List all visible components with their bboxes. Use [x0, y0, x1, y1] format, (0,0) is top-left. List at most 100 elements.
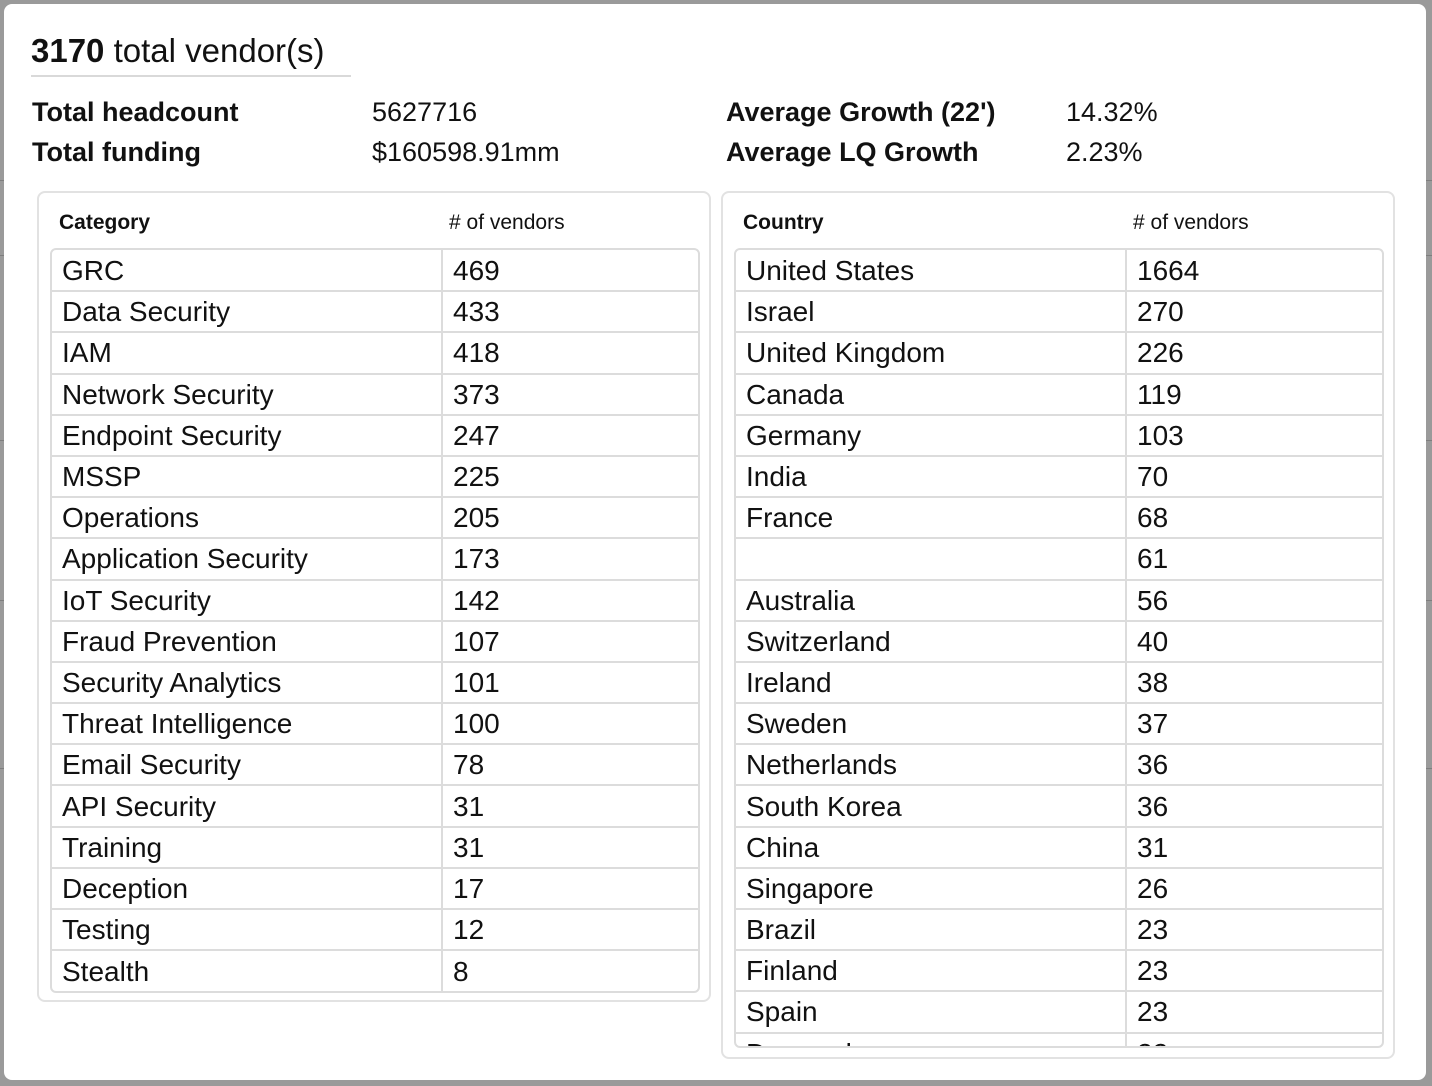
country-row-name: Spain	[736, 991, 1127, 1034]
country-row-count: 226	[1126, 332, 1382, 375]
country-row[interactable]: Singapore 26	[736, 867, 1382, 911]
category-row-name: API Security	[52, 785, 443, 828]
country-row-name: United States	[736, 250, 1127, 293]
category-row[interactable]: MSSP 225	[52, 455, 698, 499]
country-row[interactable]: Brazil 23	[736, 909, 1382, 952]
country-row[interactable]: France 68	[736, 497, 1382, 540]
country-row-count: 103	[1126, 414, 1382, 457]
vendor-count: 3170	[31, 32, 105, 69]
country-row[interactable]: Israel 270	[736, 291, 1382, 334]
country-row[interactable]: Netherlands 36	[736, 744, 1382, 787]
growth-value: 14.32%	[1066, 97, 1158, 127]
category-row-name: Application Security	[52, 538, 443, 581]
country-row[interactable]: Australia 56	[736, 579, 1382, 622]
country-row[interactable]: South Korea 36	[736, 785, 1382, 828]
category-row[interactable]: Operations 205	[52, 497, 698, 540]
category-row[interactable]: Network Security 373	[52, 373, 698, 416]
category-row-count: 107	[442, 620, 698, 663]
category-row-count: 17	[442, 867, 698, 911]
country-row-name	[736, 538, 1127, 581]
country-row-count: 68	[1126, 497, 1382, 540]
category-row[interactable]: Security Analytics 101	[52, 661, 698, 705]
category-row-name: IoT Security	[52, 579, 443, 622]
country-row-count: 119	[1126, 373, 1382, 416]
summary-stats: Total headcount 5627716 Total funding $1…	[4, 4, 1426, 184]
country-row[interactable]: United States 1664	[736, 250, 1382, 293]
category-count-header: # of vendors	[449, 211, 565, 234]
category-row[interactable]: Threat Intelligence 100	[52, 703, 698, 746]
lq-growth-label: Average LQ Growth	[726, 137, 979, 167]
country-row-name: Singapore	[736, 867, 1127, 911]
category-row[interactable]: Endpoint Security 247	[52, 414, 698, 457]
category-row-name: Operations	[52, 497, 443, 540]
headcount-label: Total headcount	[32, 97, 239, 127]
category-row-name: Stealth	[52, 950, 443, 991]
country-row[interactable]: India 70	[736, 455, 1382, 499]
category-row[interactable]: Email Security 78	[52, 744, 698, 787]
category-row-count: 225	[442, 455, 698, 499]
country-row-name: India	[736, 455, 1127, 499]
country-row[interactable]: Sweden 37	[736, 703, 1382, 746]
category-row[interactable]: Data Security 433	[52, 291, 698, 334]
country-row-count: 22	[1126, 1033, 1382, 1046]
country-row-name: Ireland	[736, 661, 1127, 705]
category-row-count: 78	[442, 744, 698, 787]
country-row[interactable]: China 31	[736, 826, 1382, 869]
country-row[interactable]: Germany 103	[736, 414, 1382, 457]
country-row[interactable]: Denmark22	[736, 1032, 1382, 1046]
country-row-count: 56	[1126, 579, 1382, 622]
country-table[interactable]: United States 1664 Israel 270 United Kingdom…	[734, 248, 1384, 1048]
category-row[interactable]: Deception 17	[52, 867, 698, 911]
country-row-count: 23	[1126, 950, 1382, 993]
country-row[interactable]: 61	[736, 538, 1382, 581]
country-row-name: Denmark	[736, 1032, 1127, 1046]
country-row[interactable]: Finland 23	[736, 950, 1382, 993]
category-row[interactable]: GRC 469	[52, 250, 698, 293]
country-row-name: Brazil	[736, 909, 1127, 952]
category-row-count: 247	[442, 414, 698, 457]
country-row-count: 40	[1126, 620, 1382, 663]
country-row-name: Canada	[736, 373, 1127, 416]
category-row[interactable]: Fraud Prevention 107	[52, 620, 698, 663]
category-row[interactable]: Stealth 8	[52, 950, 698, 991]
country-row-name: Israel	[736, 291, 1127, 334]
category-row[interactable]: IAM 418	[52, 332, 698, 375]
category-row-count: 31	[442, 826, 698, 869]
country-row-name: Sweden	[736, 703, 1127, 746]
category-row-count: 12	[442, 909, 698, 952]
country-column-header: Country	[743, 211, 824, 234]
country-row[interactable]: Canada 119	[736, 373, 1382, 416]
country-row-count: 36	[1126, 744, 1382, 787]
category-row[interactable]: API Security 31	[52, 785, 698, 828]
category-row-count: 433	[442, 291, 698, 334]
country-row-count: 38	[1126, 661, 1382, 705]
country-row-count: 270	[1126, 291, 1382, 334]
country-row-count: 23	[1126, 909, 1382, 952]
vendor-count-title: 3170 total vendor(s)	[31, 31, 351, 77]
category-row-count: 142	[442, 579, 698, 622]
country-row-name: Netherlands	[736, 744, 1127, 787]
country-row[interactable]: Ireland 38	[736, 661, 1382, 705]
country-row-name: Finland	[736, 950, 1127, 993]
country-row-count: 61	[1126, 538, 1382, 581]
country-row[interactable]: Switzerland 40	[736, 620, 1382, 663]
category-row-name: MSSP	[52, 455, 443, 499]
category-table[interactable]: GRC 469 Data Security 433 IAM 418 Network Secu…	[50, 248, 700, 993]
category-row-count: 8	[453, 955, 469, 987]
category-column-header: Category	[59, 211, 151, 234]
category-row[interactable]: Testing 12	[52, 909, 698, 952]
funding-value: $160598.91mm	[372, 137, 560, 167]
country-row[interactable]: United Kingdom 226	[736, 332, 1382, 375]
category-row-name: Fraud Prevention	[52, 620, 443, 663]
category-row[interactable]: Training 31	[52, 826, 698, 869]
category-row[interactable]: Application Security 173	[52, 538, 698, 581]
country-row-count: 1664	[1126, 250, 1382, 293]
country-row[interactable]: Spain 23	[736, 991, 1382, 1034]
country-row-count: 26	[1126, 867, 1382, 911]
lq-growth-value: 2.23%	[1066, 137, 1143, 167]
category-row-name: Testing	[52, 909, 443, 952]
country-row-name: Switzerland	[736, 620, 1127, 663]
category-row[interactable]: IoT Security 142	[52, 579, 698, 622]
country-row-count: 37	[1126, 703, 1382, 746]
category-row-count: 373	[442, 373, 698, 416]
